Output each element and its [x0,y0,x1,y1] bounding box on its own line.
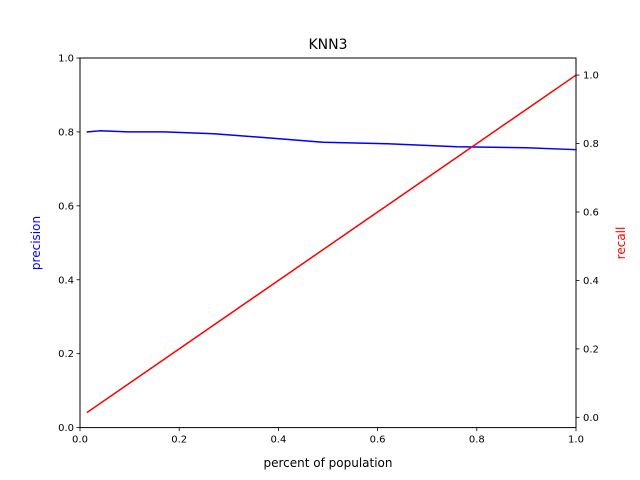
left-y-tick-label: 0.4 [58,275,74,286]
chart-title: KNN3 [308,37,347,53]
right-y-tick-label: 0.4 [583,276,599,287]
x-tick-label: 0.0 [72,435,88,446]
left-y-tick-label: 0.2 [58,349,74,360]
precision-series-line [86,130,577,151]
right-y-tick-label: 0.8 [583,139,599,150]
right-y-tick-label: 0.6 [583,208,599,219]
left-y-tick-label: 0.6 [58,201,74,212]
left-y-tick-label: 0.0 [58,423,74,434]
right-y-tick-label: 1.0 [583,71,599,82]
x-axis-label: percent of population [263,456,392,470]
recall-series-line [86,74,578,414]
plot-background [80,58,576,428]
series-layer [86,74,578,414]
left-axis-label: precision [29,216,43,270]
right-y-tick-label: 0.2 [583,344,599,355]
left-y-tick-label: 1.0 [58,54,74,65]
x-tick-label: 1.0 [568,435,584,446]
right-y-axis: 0.0 0.2 0.4 0.6 0.8 1.0 [576,71,599,424]
left-y-axis: 0.0 0.2 0.4 0.6 0.8 1.0 [58,54,80,434]
right-axis-label: recall [614,227,628,260]
x-tick-label: 0.6 [370,435,386,446]
plot-frame [79,57,577,429]
x-tick-label: 0.8 [469,435,485,446]
right-y-tick-label: 0.0 [583,413,599,424]
x-axis: 0.0 0.2 0.4 0.6 0.8 1.0 [72,427,584,446]
x-tick-label: 0.4 [270,435,286,446]
x-tick-label: 0.2 [171,435,187,446]
left-y-tick-label: 0.8 [58,127,74,138]
